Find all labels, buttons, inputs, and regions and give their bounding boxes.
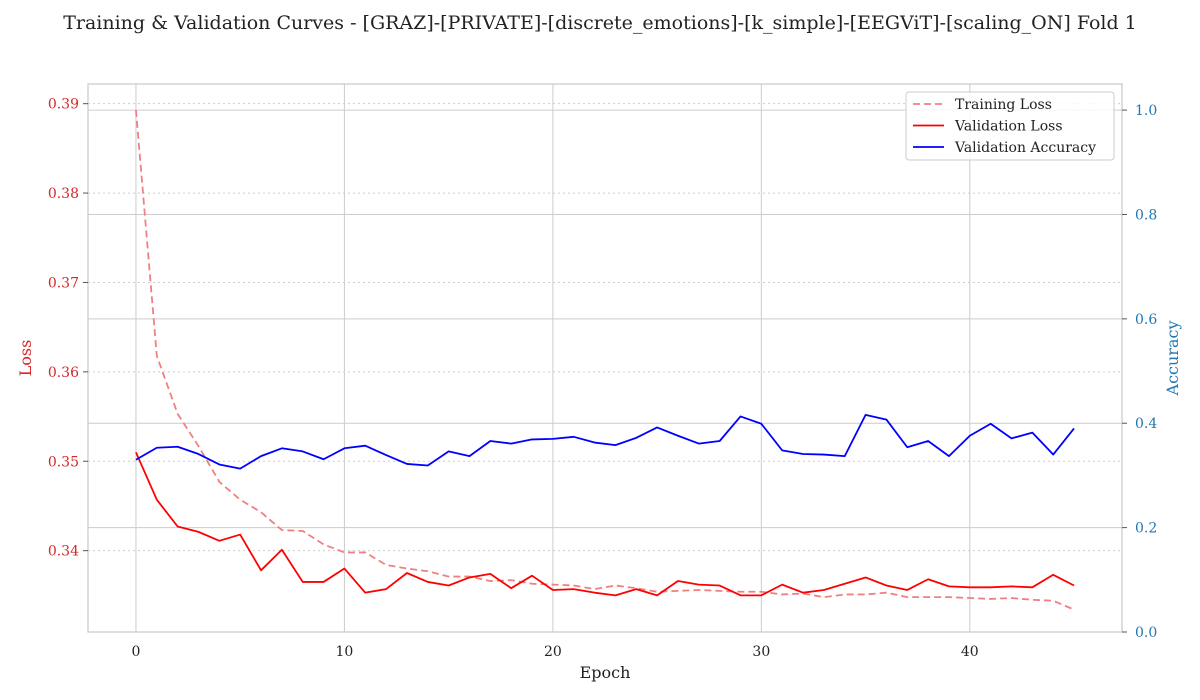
validation-accuracy-line <box>135 413 1075 470</box>
y-left-tick-label: 0.36 <box>48 365 79 381</box>
x-axis-label: Epoch <box>580 663 631 682</box>
y-axis-left-label: Loss <box>16 340 35 377</box>
grid <box>88 84 1122 632</box>
validation-loss-line <box>135 451 1075 597</box>
legend-label-validation-loss: Validation Loss <box>954 119 1063 135</box>
plot-frame <box>87 83 1123 633</box>
x-tick-label: 30 <box>752 644 770 660</box>
y-left-tick-label: 0.34 <box>48 544 79 560</box>
legend-label-validation-accuracy: Validation Accuracy <box>954 140 1096 156</box>
y-right-tick-label: 0.2 <box>1135 521 1157 537</box>
y-right-tick-label: 0.6 <box>1135 312 1157 328</box>
x-tick-label: 40 <box>961 644 979 660</box>
legend: Training Loss Validation Loss Validation A… <box>905 91 1115 161</box>
y-right-tick-label: 0.8 <box>1135 207 1157 223</box>
y-left-tick-label: 0.37 <box>48 275 79 291</box>
y-axis-right-label: Accuracy <box>1163 321 1182 397</box>
y-right-tick-label: 0.0 <box>1135 625 1157 641</box>
tick-layer: 0 10 20 30 40 0.34 0.35 0.36 0.37 0.38 0.39 0.0 0.2 0… <box>48 97 1158 660</box>
legend-label-training-loss: Training Loss <box>955 97 1052 113</box>
x-tick-label: 20 <box>544 644 562 660</box>
x-tick-label: 0 <box>131 644 140 660</box>
y-right-tick-label: 0.4 <box>1135 416 1157 432</box>
y-right-tick-label: 1.0 <box>1135 103 1157 119</box>
training-loss-line <box>135 109 1075 611</box>
legend-items: Training Loss Validation Loss Validation A… <box>913 97 1096 156</box>
y-left-tick-label: 0.38 <box>48 186 79 202</box>
legend-box <box>905 91 1115 161</box>
chart-title: Training & Validation Curves - [GRAZ]-[P… <box>63 12 1137 34</box>
x-tick-label: 10 <box>336 644 354 660</box>
y-left-tick-label: 0.35 <box>48 454 79 470</box>
series-layer <box>135 109 1075 611</box>
y-left-tick-label: 0.39 <box>48 97 79 113</box>
